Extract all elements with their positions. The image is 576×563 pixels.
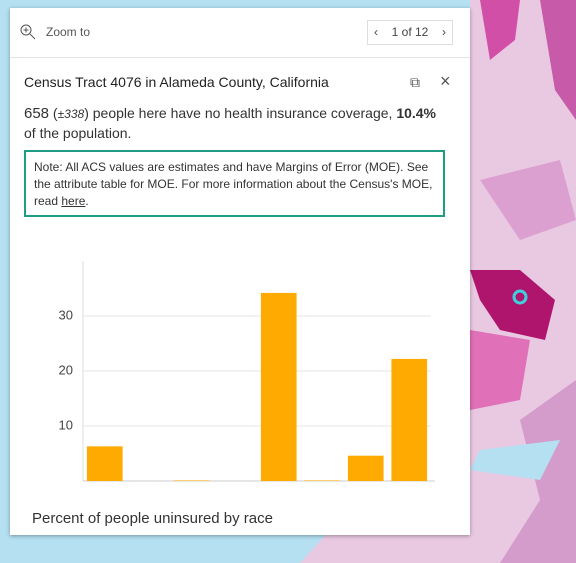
selection xyxy=(512,289,528,305)
percent: 10.4% xyxy=(396,105,437,121)
bar xyxy=(260,292,297,481)
bar xyxy=(347,455,384,481)
popup-title: Census Tract 4076 in Alameda County, Cal… xyxy=(24,74,329,90)
y-tick-label: 10 xyxy=(59,417,73,432)
note-text: . xyxy=(85,194,89,208)
bar xyxy=(86,446,123,481)
tract xyxy=(480,0,520,60)
moe: ±338 xyxy=(57,107,85,121)
zoom-icon xyxy=(20,24,36,40)
prev[interactable]: ‹ xyxy=(374,25,378,39)
tract xyxy=(470,330,530,410)
y-tick-label: 20 xyxy=(59,362,73,377)
page-count: 1 of 12 xyxy=(391,25,429,39)
tract xyxy=(480,160,576,240)
popup: Zoom to ‹ 1 of 12 › Census Tract 4076 in A… xyxy=(10,8,470,535)
tract xyxy=(470,270,555,340)
bar xyxy=(391,358,428,481)
dock-button[interactable]: ⧉ xyxy=(410,74,420,90)
chart: Percent of people uninsured by race 10 20… xyxy=(32,261,435,527)
water xyxy=(470,440,560,480)
divider xyxy=(10,57,470,58)
pager: ‹ 1 of 12 › xyxy=(367,20,453,45)
y-tick-label: 30 xyxy=(59,307,73,322)
chart-title: Percent of people uninsured by race xyxy=(32,510,273,527)
bar xyxy=(304,480,341,481)
text: ( xyxy=(49,105,58,121)
link[interactable]: here xyxy=(61,194,86,208)
note-text: Note: All ACS values are estimates and h… xyxy=(34,160,433,208)
zoom-to[interactable]: Zoom to xyxy=(46,25,91,39)
text: of the population. xyxy=(24,125,132,141)
tract xyxy=(540,0,576,120)
bar xyxy=(173,480,210,481)
next[interactable]: › xyxy=(442,25,446,39)
count: 658 xyxy=(24,105,50,122)
text: ) people here have no health insurance c… xyxy=(84,105,397,121)
close-button[interactable]: × xyxy=(440,71,451,91)
land xyxy=(300,0,576,563)
summary: 658 (±338) people here have no health in… xyxy=(24,104,444,143)
note: Note: All ACS values are estimates and h… xyxy=(24,150,445,217)
